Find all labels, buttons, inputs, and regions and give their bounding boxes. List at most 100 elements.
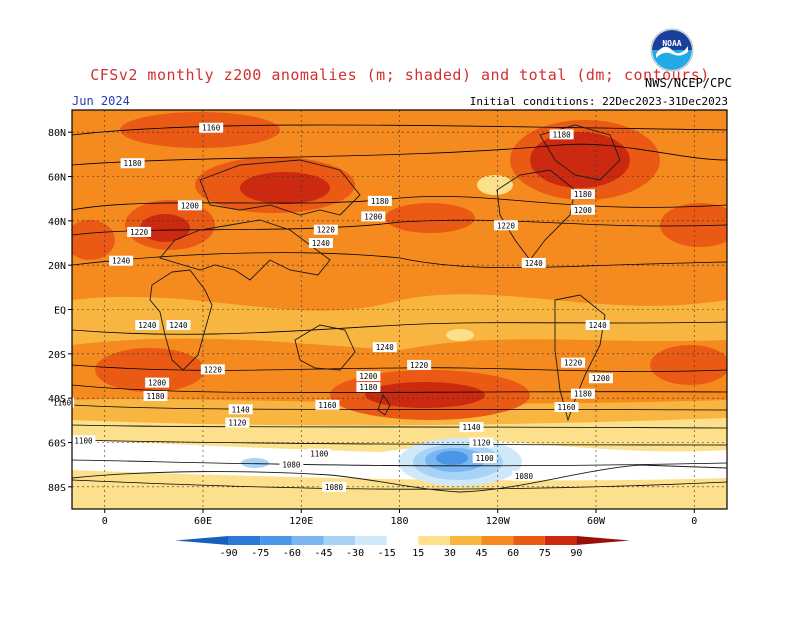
colorbar-swatch: [175, 536, 229, 545]
contour-label-text: 1240: [112, 257, 131, 266]
lat-tick-label: 60N: [48, 173, 66, 184]
contour-label: 1180: [570, 388, 595, 399]
axis-labels: 80N 60N 40N 20N EQ 20S 40S 60S 80S 0 60E 120E 180 120…: [48, 128, 697, 527]
contour-label: 1160: [199, 122, 224, 133]
lon-tick-label: 0: [102, 516, 108, 527]
contour-label-text: 1160: [53, 399, 72, 408]
contour-label: 1140: [459, 421, 484, 432]
eurasia-outline: [199, 159, 361, 216]
contour-label-text: 1180: [574, 390, 593, 399]
contour-label: 1080: [322, 481, 346, 492]
contour-label: 1200: [361, 211, 386, 222]
contour-label: 1180: [549, 129, 574, 140]
contour-label-text: 1240: [376, 343, 395, 352]
colorbar-label: -60: [283, 548, 301, 559]
colorbar-label: 15: [412, 548, 424, 559]
lon-tick-label: 180: [390, 516, 408, 527]
lon-tick-label: 120E: [289, 516, 313, 527]
lat-tick-label: 40N: [48, 217, 66, 228]
forecast-month: Jun 2024: [72, 94, 130, 108]
contour-label: 1200: [177, 200, 202, 211]
colorbar-label: 90: [570, 548, 582, 559]
contour-label-text: 1220: [497, 221, 516, 230]
south-america-outline: [554, 294, 606, 422]
contour-label-text: 1180: [359, 383, 378, 392]
contour-label: 1220: [200, 364, 225, 375]
contour-label: 1240: [521, 257, 546, 268]
contour-label-text: 1200: [359, 372, 378, 381]
north-america-outline: [496, 169, 576, 261]
contour-label: 1160: [315, 399, 340, 410]
contour-label-text: 1120: [472, 439, 491, 448]
contour-label-text: 1180: [146, 392, 165, 401]
lon-tick-label: 60W: [587, 516, 606, 527]
australia-outline: [294, 324, 356, 371]
new-zealand-outline: [377, 394, 391, 416]
contour-label-text: 1220: [410, 361, 429, 370]
colorbar-label: -15: [378, 548, 396, 559]
contour-label: 1080: [279, 459, 304, 470]
contour-label: 1240: [135, 320, 160, 331]
contour-label: 1220: [313, 224, 338, 235]
colorbar-swatch: [544, 536, 577, 545]
contour-label: 1220: [127, 226, 152, 237]
contour-label-text: 1180: [574, 190, 593, 199]
contour-label-text: 1180: [553, 130, 572, 139]
lat-tick-label: 20S: [48, 350, 66, 361]
lon-tick-label: 120W: [486, 516, 511, 527]
asia-south-outline: [159, 219, 331, 281]
colorbar-label: -90: [220, 548, 238, 559]
colorbar-swatch: [449, 536, 482, 545]
contour-label-text: 1140: [232, 405, 251, 414]
contour-label-text: 1200: [148, 379, 167, 388]
contour-label-text: 1240: [138, 321, 157, 330]
colorbar-swatch: [228, 536, 261, 545]
contour-label-text: 1080: [325, 483, 344, 492]
colorbar-swatch: [576, 536, 630, 545]
contour-label: 1200: [145, 377, 170, 388]
colorbar-label: 45: [476, 548, 488, 559]
contour-label-text: 1200: [364, 212, 383, 221]
map-frame: [71, 109, 728, 510]
colorbar-swatch: [386, 536, 419, 545]
contour-label-text: 1100: [476, 454, 495, 463]
contour-label: 1240: [166, 320, 191, 331]
contour-label-text: 1220: [130, 228, 149, 237]
contour-label-text: 1160: [202, 124, 221, 133]
lat-tick-label: 80S: [48, 483, 66, 494]
colorbar-label: 30: [444, 548, 456, 559]
contour-label-text: 1100: [310, 450, 329, 459]
contour-label-text: 1220: [564, 359, 583, 368]
lat-tick-label: 80N: [48, 128, 66, 139]
colorbar-swatch: [355, 536, 387, 545]
contour-label: 1240: [109, 255, 134, 266]
contour-label-text: 1120: [228, 419, 247, 428]
colorbar-swatch: [418, 536, 450, 545]
contour-label: 1220: [493, 220, 518, 231]
colorbar-label: -30: [346, 548, 364, 559]
contour-label: 1120: [225, 417, 250, 428]
contour-label: 1120: [469, 437, 494, 448]
contour-label: 1100: [307, 448, 332, 459]
lon-tick-label: 0: [691, 516, 697, 527]
lon-tick-label: 60E: [194, 516, 212, 527]
contour-label: 1180: [356, 382, 381, 393]
contour-label: 1200: [356, 371, 381, 381]
graticule: [72, 110, 727, 509]
shaded-anomalies: [72, 110, 727, 509]
contour-label-text: 1200: [181, 201, 200, 210]
contour-label-text: 1220: [317, 226, 336, 235]
contour-label-text: 1180: [371, 197, 390, 206]
contour-label: 1080: [511, 470, 536, 481]
contour-label: 1240: [372, 342, 397, 353]
lat-tick-label: EQ: [54, 306, 66, 317]
contour-label: 1240: [308, 238, 333, 248]
contour-label: 1180: [120, 158, 145, 169]
contour-label-text: 1180: [124, 159, 143, 168]
contour-label: 1180: [570, 189, 595, 200]
africa-outline: [149, 269, 213, 371]
contour-label: 1240: [585, 320, 610, 331]
agency-label: NWS/NCEP/CPC: [645, 76, 732, 90]
contour-label-text: 1160: [557, 403, 576, 412]
